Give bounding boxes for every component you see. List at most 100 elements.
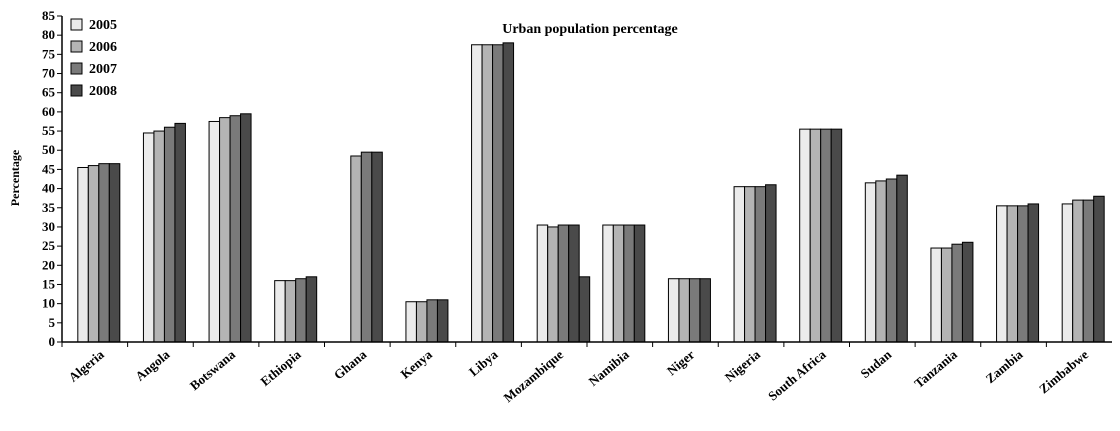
bar-zimbabwe-2005	[1061, 203, 1074, 343]
bar-nigeria-2007	[754, 186, 767, 343]
bar-zambia-2005	[996, 205, 1008, 343]
bar-sudan-2008	[896, 174, 908, 343]
bar-zimbabwe-2007	[1082, 199, 1095, 343]
bar-kenya-2007	[426, 299, 438, 343]
bar-botswana-2005	[208, 120, 221, 343]
bar-nigeria-2005	[733, 186, 746, 343]
bar-south-africa-2008	[830, 128, 843, 343]
bar-angola-2008	[174, 122, 186, 343]
bar-mozambique-2007	[557, 224, 570, 343]
bar-libya-2005	[471, 44, 483, 343]
legend: 2005 2006 2007 2008	[70, 18, 117, 99]
bar-libya-2007	[492, 44, 504, 343]
y-tick-label: 80	[42, 27, 55, 42]
bar-niger-2007	[688, 278, 701, 343]
y-tick-label: 40	[42, 181, 55, 196]
x-tick-label-zimbabwe: Zimbabwe	[1036, 347, 1091, 397]
y-axis-title: Percentage	[8, 149, 22, 206]
y-tick-label: 35	[42, 200, 56, 215]
bar-tanzania-2008	[961, 241, 974, 343]
bar-zambia-2008	[1027, 203, 1040, 343]
bar-mozambique-2008	[568, 224, 580, 343]
x-tick-label-angola: Angola	[132, 346, 172, 383]
bar-botswana-2008	[240, 113, 252, 343]
bar-zimbabwe-2008	[1093, 195, 1105, 343]
x-tick-label-ghana: Ghana	[331, 346, 370, 382]
bars-group	[77, 42, 1105, 343]
y-tick-label: 0	[49, 334, 56, 349]
bar-ethiopia-2005	[274, 280, 286, 343]
x-tick-label-ethiopia: Ethiopia	[257, 346, 304, 388]
x-tick-label-zambia: Zambia	[983, 346, 1026, 386]
bar-ethiopia-2008	[305, 276, 318, 343]
bar-angola-2007	[163, 126, 176, 343]
bar-ethiopia-2006	[284, 280, 297, 343]
y-tick-label: 85	[42, 8, 56, 23]
bar-niger-2008	[699, 278, 711, 343]
bar-botswana-2006	[219, 117, 231, 343]
legend-label-2008: 2008	[89, 84, 117, 99]
bar-angola-2006	[153, 130, 165, 343]
y-tick-label: 25	[42, 238, 56, 253]
bar-zambia-2006	[1006, 205, 1019, 343]
axes-group: 0 5 10 15 20 25 30 35 40 45 50 55 60 65 70 75 80 85 Algeri…	[42, 8, 1112, 405]
x-tick-label-niger: Niger	[664, 347, 698, 379]
bar-niger-2005	[667, 278, 680, 343]
x-tick-label-south-africa: South Africa	[765, 346, 829, 403]
bar-angola-2005	[142, 132, 155, 343]
bar-botswana-2007	[229, 115, 242, 343]
y-tick-label: 75	[42, 46, 56, 61]
bar-tanzania-2007	[951, 243, 963, 343]
y-tick-label: 55	[42, 123, 56, 138]
bar-libya-2006	[481, 44, 494, 343]
x-tick-label-sudan: Sudan	[857, 346, 894, 381]
x-tick-label-libya: Libya	[466, 346, 501, 379]
bar-kenya-2008	[436, 299, 449, 343]
bar-sudan-2005	[864, 182, 877, 343]
bar-ghana-2008	[371, 151, 383, 343]
x-tick-label-mozambique: Mozambique	[501, 347, 567, 406]
bar-zimbabwe-2006	[1072, 199, 1084, 343]
bar-ghana-2007	[360, 151, 373, 343]
bar-mozambique-2005	[536, 224, 549, 343]
y-tick-label: 20	[42, 257, 55, 272]
y-tick-label: 30	[42, 219, 55, 234]
y-tick-label: 5	[49, 315, 56, 330]
legend-swatch-2008	[70, 84, 83, 97]
bar-algeria-2006	[87, 165, 100, 343]
y-tick-label: 70	[42, 66, 55, 81]
bar-mozambique-extra	[578, 276, 591, 343]
bar-sudan-2006	[875, 180, 887, 343]
y-tick-label: 45	[42, 161, 56, 176]
y-tick-label: 15	[42, 276, 56, 291]
chart-title: Urban population percentage	[502, 22, 678, 37]
y-tick-label: 50	[42, 142, 55, 157]
bar-south-africa-2005	[799, 128, 811, 343]
bar-sudan-2007	[885, 178, 898, 343]
bar-namibia-2006	[612, 224, 625, 343]
x-tick-label-botswana: Botswana	[187, 346, 239, 393]
bar-namibia-2007	[623, 224, 635, 343]
bar-tanzania-2005	[930, 247, 942, 343]
bar-namibia-2005	[602, 224, 614, 343]
bar-algeria-2008	[108, 163, 121, 343]
x-tick-label-tanzania: Tanzania	[911, 346, 960, 390]
bar-niger-2006	[678, 278, 690, 343]
bar-nigeria-2006	[744, 186, 756, 343]
bar-mozambique-2006	[547, 226, 559, 343]
bar-namibia-2008	[633, 224, 646, 343]
bar-zambia-2007	[1017, 205, 1029, 343]
bar-ghana-2006	[350, 155, 362, 343]
legend-label-2006: 2006	[89, 40, 117, 55]
legend-swatch-2005	[70, 18, 83, 31]
x-tick-label-nigeria: Nigeria	[722, 346, 764, 384]
legend-label-2007: 2007	[89, 62, 117, 77]
bar-libya-2008	[502, 42, 515, 343]
bar-nigeria-2008	[765, 184, 777, 343]
bar-south-africa-2006	[809, 128, 822, 343]
bar-ethiopia-2007	[295, 278, 307, 343]
legend-label-2005: 2005	[89, 18, 117, 33]
x-tick-label-algeria: Algeria	[66, 346, 108, 384]
bar-kenya-2005	[405, 301, 417, 343]
